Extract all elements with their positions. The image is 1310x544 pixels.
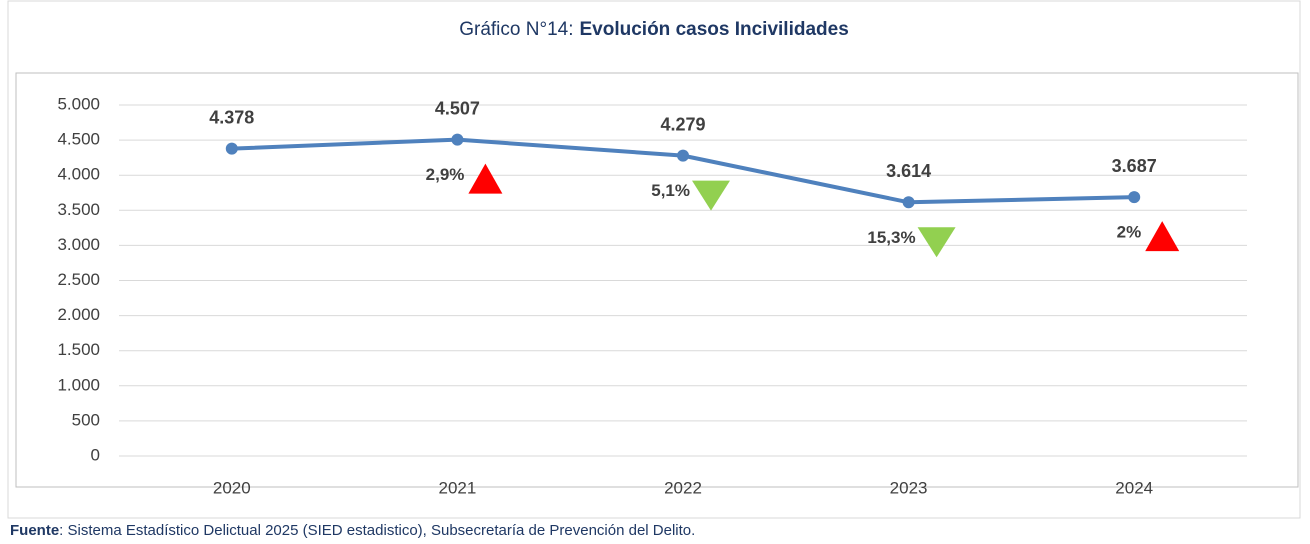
y-tick-label: 2.500	[57, 270, 100, 289]
data-label: 3.687	[1112, 156, 1157, 176]
y-tick-label: 1.500	[57, 340, 100, 359]
y-tick-label: 500	[72, 410, 100, 429]
y-tick-label: 3.000	[57, 235, 100, 254]
source-text: : Sistema Estadístico Delictual 2025 (SI…	[59, 522, 695, 539]
change-arrow	[468, 163, 503, 194]
title-main: Evolución casos Incivilidades	[580, 19, 849, 40]
plot-frame	[15, 72, 1299, 488]
data-label: 4.507	[435, 98, 480, 118]
change-label: 5,1%	[651, 181, 690, 200]
y-tick-label: 0	[91, 445, 100, 464]
x-tick-label: 2023	[890, 478, 928, 497]
point	[451, 133, 464, 146]
change-arrow	[1145, 221, 1180, 252]
change-label: 2,9%	[426, 165, 465, 184]
y-tick-label: 1.000	[57, 375, 100, 394]
data-label: 4.279	[660, 114, 705, 134]
change-arrow	[917, 227, 956, 258]
change-label: 15,3%	[867, 228, 915, 247]
point	[225, 142, 238, 155]
point	[1128, 191, 1141, 204]
x-tick-label: 2021	[438, 478, 476, 497]
point	[677, 149, 689, 162]
y-tick-label: 3.500	[57, 200, 100, 219]
source-label: Fuente	[10, 522, 59, 539]
title-label: Gráfico N°14:	[459, 19, 573, 40]
chart-title: Gráfico N°14: Evolución casos Incivilidad…	[459, 19, 849, 40]
change-arrow	[692, 180, 730, 211]
outer-frame	[7, 0, 1301, 519]
y-tick-label: 2.000	[57, 305, 100, 324]
change-label: 2%	[1117, 223, 1142, 242]
y-tick-label: 4.500	[57, 130, 100, 149]
y-tick-label: 5.000	[57, 94, 100, 113]
x-tick-label: 2022	[664, 478, 702, 497]
x-tick-label: 2024	[1115, 478, 1153, 497]
x-tick-label: 2020	[213, 478, 251, 497]
data-label: 3.614	[886, 161, 931, 181]
data-label: 4.378	[209, 107, 254, 127]
point	[902, 196, 915, 209]
source: Fuente: Sistema Estadístico Delictual 20…	[10, 522, 695, 539]
y-tick-label: 4.000	[57, 165, 100, 184]
